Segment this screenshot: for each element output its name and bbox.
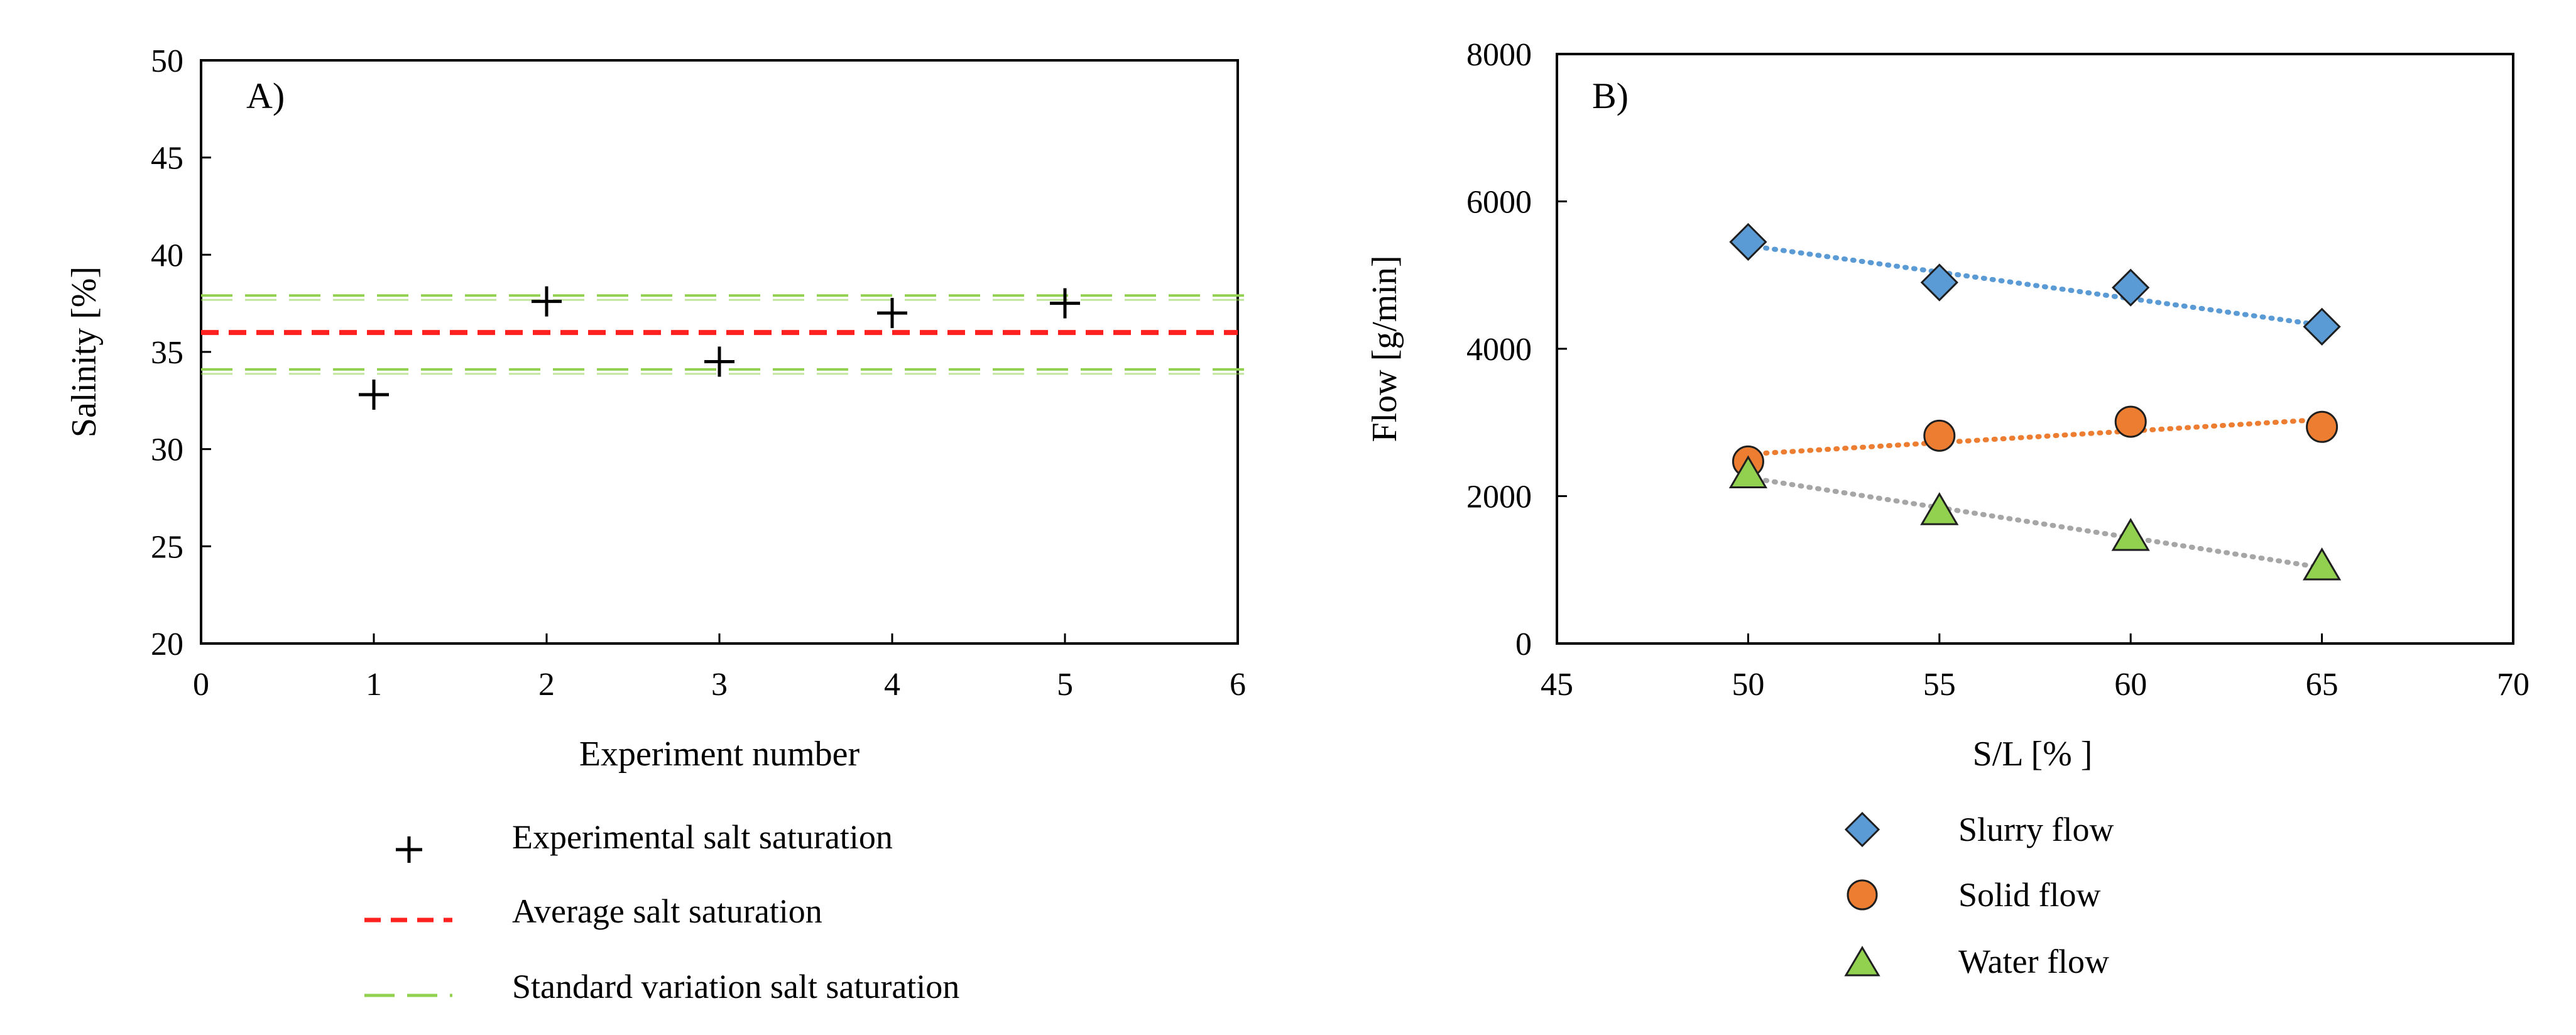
- y-tick-label: 50: [151, 43, 183, 79]
- data-point-circle: [2114, 405, 2147, 438]
- trendline: [1745, 417, 2325, 457]
- plot-frame: [1556, 53, 2514, 645]
- y-tick-label: 4000: [1466, 332, 1532, 368]
- trendline: [1745, 243, 2325, 328]
- legend-label: Average salt saturation: [512, 892, 822, 930]
- y-tick-label: 20: [151, 627, 183, 662]
- legend-label: Slurry flow: [1958, 811, 2114, 848]
- x-axis-title: S/L [% ]: [1973, 735, 2093, 774]
- data-point-diamond: [1729, 222, 1767, 261]
- y-tick-label: 40: [151, 238, 183, 273]
- data-point-circle: [1923, 419, 1956, 452]
- data-point-plus: [704, 346, 734, 377]
- trendlines: [1745, 243, 2325, 571]
- legend-marker-diamond: [1844, 811, 1880, 848]
- y-tick-label: 6000: [1466, 185, 1532, 221]
- data-point-diamond: [2303, 307, 2341, 346]
- x-axis: 45 50 55 60 65 70: [1541, 633, 2530, 703]
- legend: Slurry flow Solid flow Water flow: [1844, 811, 2114, 980]
- x-tick-label: 5: [1057, 667, 1073, 703]
- data-point-diamond: [1920, 263, 1958, 302]
- data-point-triangle: [1728, 455, 1768, 488]
- legend-label: Solid flow: [1958, 876, 2101, 914]
- y-tick-label: 0: [1515, 627, 1532, 662]
- x-tick-label: 70: [2497, 667, 2530, 703]
- y-tick-label: 2000: [1466, 479, 1532, 515]
- x-tick-label: 45: [1541, 667, 1573, 703]
- x-tick-label: 1: [366, 667, 382, 703]
- x-axis: 0 1 2 3 4 5 6: [193, 633, 1246, 703]
- trendline: [1745, 475, 2325, 571]
- legend-marker-plus: [396, 836, 422, 863]
- x-tick-label: 3: [711, 667, 728, 703]
- legend: Experimental salt saturation Average sal…: [364, 818, 959, 1005]
- y-tick-label: 45: [151, 141, 183, 177]
- y-tick-label: 25: [151, 529, 183, 565]
- data-point-circle: [2306, 410, 2339, 443]
- x-tick-label: 55: [1923, 667, 1956, 703]
- y-axis-title: Flow [g/min]: [1365, 255, 1404, 442]
- data-point-triangle: [2302, 547, 2342, 581]
- legend-label: Water flow: [1958, 943, 2109, 980]
- data-points: [359, 286, 1080, 410]
- chart-b: B) 0 2000 4000 6000 8000 45 50 55 60 65 70 S/L [%…: [1365, 37, 2530, 980]
- x-tick-label: 2: [538, 667, 555, 703]
- data-points: [1728, 222, 2342, 581]
- reference-lines: [201, 294, 1245, 375]
- data-point-triangle: [2111, 518, 2150, 551]
- legend-label: Experimental salt saturation: [512, 818, 893, 856]
- data-point-plus: [359, 380, 389, 410]
- x-tick-label: 65: [2306, 667, 2339, 703]
- data-point-plus: [877, 298, 907, 329]
- y-tick-label: 30: [151, 432, 183, 468]
- legend-label: Standard variation salt saturation: [512, 968, 959, 1005]
- panel-label: B): [1592, 75, 1629, 116]
- legend-marker-triangle: [1844, 946, 1880, 977]
- x-tick-label: 60: [2114, 667, 2147, 703]
- data-point-triangle: [1920, 492, 1959, 525]
- x-tick-label: 50: [1732, 667, 1764, 703]
- y-tick-label: 8000: [1466, 37, 1532, 73]
- data-point-diamond: [2112, 268, 2150, 307]
- y-axis: 20 25 30 35 40 45 50: [151, 43, 211, 662]
- y-axis-title: Salinity [%]: [65, 266, 104, 437]
- y-tick-label: 35: [151, 335, 183, 371]
- data-point-plus: [1050, 288, 1080, 319]
- x-tick-label: 6: [1230, 667, 1246, 703]
- x-axis-title: Experiment number: [579, 735, 860, 774]
- legend-marker-circle: [1847, 879, 1878, 911]
- data-point-plus: [532, 286, 562, 317]
- panel-label: A): [246, 75, 285, 116]
- x-tick-label: 0: [193, 667, 209, 703]
- x-tick-label: 4: [884, 667, 900, 703]
- y-axis: 0 2000 4000 6000 8000: [1466, 37, 1567, 662]
